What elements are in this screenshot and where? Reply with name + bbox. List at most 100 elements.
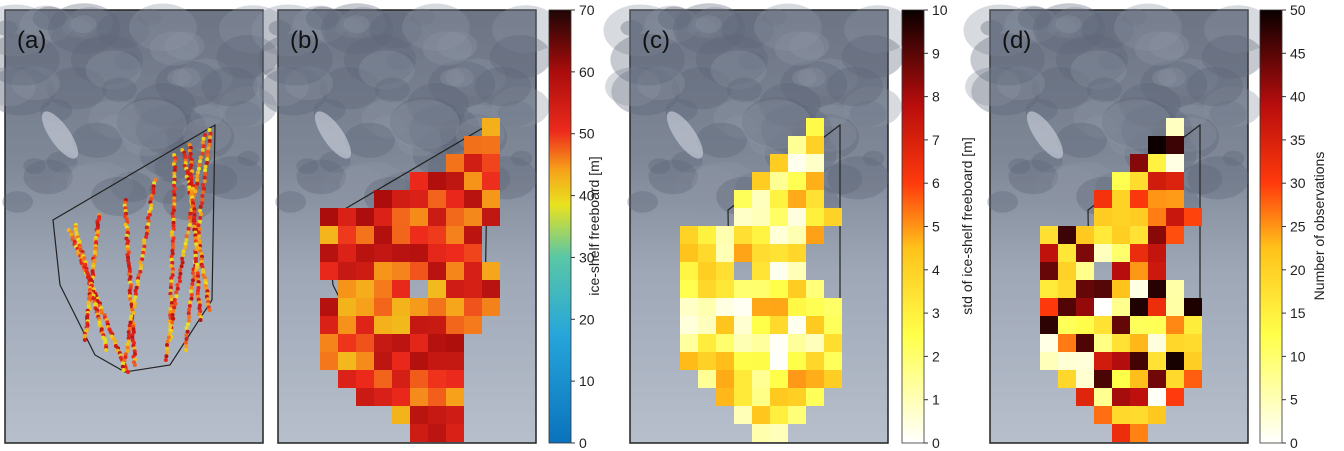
colorbar-std-bar xyxy=(901,9,925,444)
heatmap-cell xyxy=(806,334,824,352)
texture-blob xyxy=(396,124,442,157)
track-point xyxy=(183,340,188,345)
track-point xyxy=(208,135,212,140)
track-point xyxy=(197,300,202,305)
texture-blob xyxy=(695,15,722,34)
heatmap-cell xyxy=(788,298,806,316)
heatmap-cell xyxy=(1112,226,1130,244)
texture-blob xyxy=(437,31,478,60)
heatmap-cell xyxy=(428,280,446,298)
track-point xyxy=(120,364,125,369)
heatmap-cell xyxy=(1130,244,1148,262)
heatmap-cell xyxy=(1112,262,1130,280)
heatmap-cell xyxy=(1112,172,1130,190)
texture-blob xyxy=(726,77,762,102)
track-point xyxy=(146,222,151,227)
track-point xyxy=(123,352,128,357)
track-point xyxy=(192,210,197,215)
track-point xyxy=(190,195,195,200)
heatmap-cell xyxy=(1094,208,1112,226)
track-point xyxy=(207,139,212,143)
panel-c: (c) xyxy=(603,3,912,444)
heatmap-cell xyxy=(752,298,770,316)
track-point xyxy=(181,253,186,257)
heatmap-cell xyxy=(1112,352,1130,370)
heatmap-cell xyxy=(1148,298,1166,316)
heatmap-cell xyxy=(1166,208,1184,226)
track-point xyxy=(194,277,199,282)
heatmap-cell xyxy=(356,316,374,334)
texture-blob xyxy=(137,8,162,26)
track-point xyxy=(136,282,141,287)
heatmap-cell xyxy=(1148,334,1166,352)
heatmap-cell xyxy=(392,352,410,370)
track-point xyxy=(187,223,192,227)
heatmap-cell xyxy=(1076,316,1094,334)
heatmap-cell xyxy=(1166,388,1184,406)
heatmap-cell xyxy=(734,208,752,226)
heatmap-cell xyxy=(1148,136,1166,154)
heatmap-cell xyxy=(374,370,392,388)
track-point xyxy=(193,230,198,235)
heatmap-cell xyxy=(1112,334,1130,352)
track-point xyxy=(198,216,203,220)
heatmap-cell xyxy=(1184,352,1202,370)
heatmap-cell xyxy=(338,334,356,352)
track-point xyxy=(181,249,186,254)
heatmap-cell xyxy=(1166,280,1184,298)
heatmap-cell xyxy=(356,226,374,244)
colorbar-observations-label: Number of observations xyxy=(1311,152,1327,301)
texture-blob xyxy=(603,4,678,57)
heatmap-cell xyxy=(770,262,788,280)
texture-blob xyxy=(85,50,142,90)
track-point xyxy=(191,183,196,188)
heatmap-cell xyxy=(392,280,410,298)
heatmap-cell xyxy=(464,298,482,316)
track-point xyxy=(187,307,192,312)
heatmap-cell xyxy=(806,352,824,370)
texture-blob xyxy=(827,156,890,200)
colorbar-tick-label: 30 xyxy=(1290,175,1306,191)
heatmap-cell xyxy=(1130,334,1148,352)
texture-blob xyxy=(155,60,223,108)
track-point xyxy=(172,199,177,204)
panel-a-shelf-outline xyxy=(52,123,216,373)
track-point xyxy=(196,234,201,239)
heatmap-cell xyxy=(320,244,338,262)
heatmap-cell xyxy=(1184,370,1202,388)
track-point xyxy=(184,333,189,338)
colorbar-tick-label: 60 xyxy=(579,64,595,80)
texture-blob xyxy=(965,67,1021,107)
heatmap-cell xyxy=(1130,370,1148,388)
texture-blob xyxy=(723,114,759,139)
track-point xyxy=(184,344,189,349)
track-point xyxy=(198,208,202,213)
heatmap-cell xyxy=(770,244,788,262)
heatmap-cell xyxy=(482,280,500,298)
track-point xyxy=(144,225,149,230)
heatmap-cell xyxy=(446,208,464,226)
track-point xyxy=(139,263,144,268)
texture-blob xyxy=(164,31,205,60)
track-point xyxy=(168,307,173,312)
texture-blob xyxy=(1152,69,1177,87)
texture-blob xyxy=(996,66,1045,101)
heatmap-cell xyxy=(716,298,734,316)
texture-blob xyxy=(344,122,395,158)
texture-blob xyxy=(190,104,223,127)
track-point xyxy=(140,257,145,262)
heatmap-cell xyxy=(788,334,806,352)
track-point xyxy=(125,345,130,350)
texture-blob xyxy=(474,66,531,107)
track-point xyxy=(164,354,169,359)
texture-blob xyxy=(149,178,186,204)
heatmap-cell xyxy=(752,280,770,298)
heatmap-cell xyxy=(392,316,410,334)
texture-blob xyxy=(32,6,67,31)
heatmap-cell xyxy=(1130,388,1148,406)
texture-blob xyxy=(343,34,417,86)
heatmap-cell xyxy=(338,370,356,388)
colorbar-tick-label: 3 xyxy=(932,305,940,321)
heatmap-cell xyxy=(410,190,428,208)
track-point xyxy=(169,276,174,281)
